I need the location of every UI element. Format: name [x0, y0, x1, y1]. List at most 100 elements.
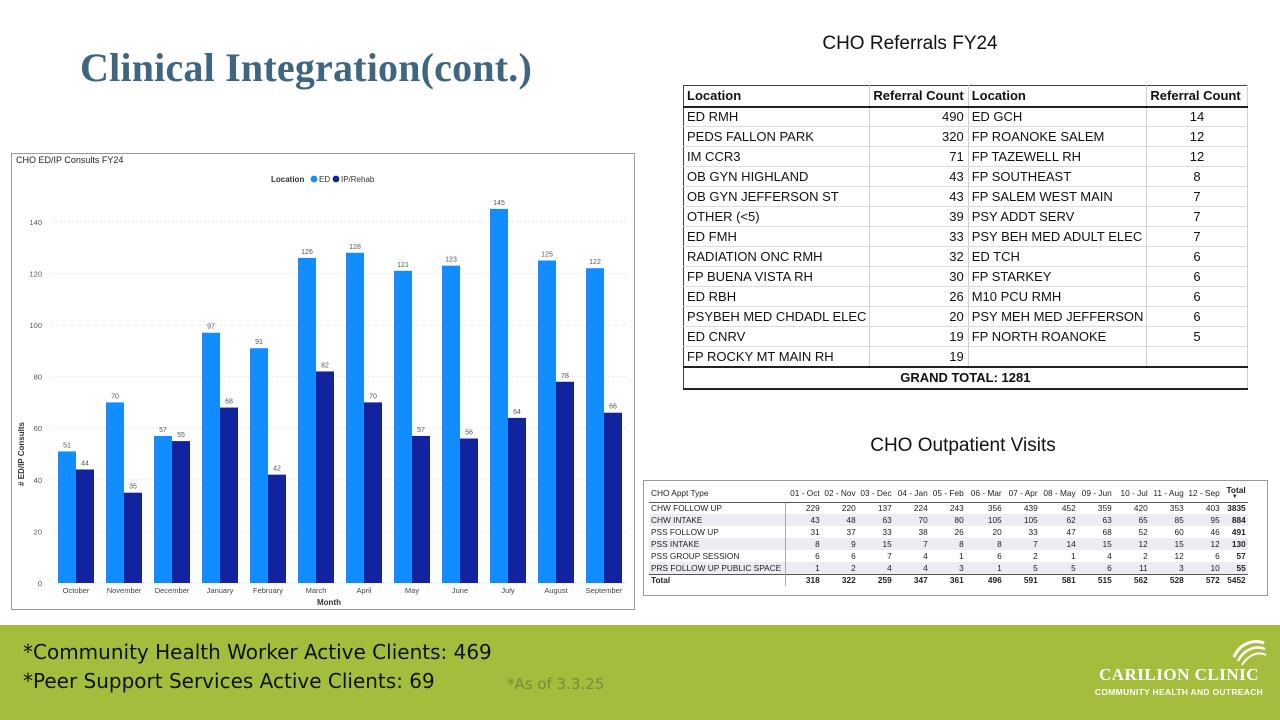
outpatient-title: CHO Outpatient Visits: [870, 435, 1056, 456]
op-header-month[interactable]: 02 - Nov: [821, 484, 858, 503]
pss-active-clients: *Peer Support Services Active Clients: 6…: [23, 669, 435, 693]
logo-swoosh-icon: [1232, 640, 1267, 666]
ip-rehab-bar[interactable]: [508, 417, 526, 583]
ip-rehab-bar[interactable]: [316, 371, 334, 583]
op-header-month[interactable]: 08 - May: [1039, 484, 1078, 503]
op-row-total: 491: [1231, 527, 1246, 537]
legend-title: Location: [271, 175, 304, 184]
ed-bar[interactable]: [586, 268, 604, 583]
header-count-left: Referral Count: [869, 85, 969, 108]
op-header-month[interactable]: 09 - Jun: [1077, 484, 1114, 503]
op-appt-type: PSS INTAKE: [649, 538, 787, 550]
op-cell: 62: [1039, 514, 1078, 526]
op-row: CHW FOLLOW UP 229 220 137 224 243 356 439 452 359…: [649, 502, 1248, 514]
ip-rehab-data-label: 35: [129, 484, 137, 491]
op-cell: 137: [877, 503, 892, 514]
op-header-month[interactable]: 01 - Oct: [785, 484, 822, 503]
chart-legend: Location ED IP/Rehab: [271, 175, 375, 184]
op-header-month[interactable]: 12 - Sep: [1185, 484, 1222, 503]
op-header-month[interactable]: 06 - Mar: [965, 484, 1004, 503]
op-header-month[interactable]: 03 - Dec: [857, 484, 894, 503]
op-cell: 10: [1185, 562, 1222, 574]
legend-ed-swatch: [310, 175, 318, 183]
referral-location: OB GYN HIGHLAND: [683, 166, 871, 187]
ip-rehab-bar[interactable]: [364, 402, 382, 583]
op-cell: 6: [815, 551, 820, 561]
ip-rehab-data-label: 56: [465, 430, 473, 437]
ed-bar[interactable]: [442, 265, 460, 583]
referral-count: 19: [869, 326, 969, 347]
referral-row: ED FMH 33 PSY BEH MED ADULT ELEC 7: [683, 226, 1248, 247]
referral-count: 12: [1146, 146, 1248, 167]
op-cell: 6: [1215, 551, 1220, 561]
consults-chart-panel: CHO ED/IP Consults FY24 Location ED IP/R…: [11, 153, 635, 610]
ed-data-label: 97: [207, 324, 215, 331]
op-header-month[interactable]: 10 - Jul: [1113, 484, 1150, 503]
op-header-label: 04 - Jan: [897, 487, 928, 498]
ed-bar[interactable]: [346, 252, 364, 583]
ed-bar[interactable]: [250, 348, 268, 583]
op-cell: 259: [857, 573, 894, 586]
ed-bar[interactable]: [394, 270, 412, 583]
op-header-month[interactable]: 07 - Apr: [1003, 484, 1040, 503]
ed-data-label: 145: [493, 200, 505, 207]
ip-rehab-bar[interactable]: [220, 407, 238, 583]
op-header-month[interactable]: 04 - Jan: [893, 484, 930, 503]
ed-bar[interactable]: [538, 260, 556, 584]
op-header-month[interactable]: 11 - Aug: [1149, 484, 1186, 503]
ip-rehab-bar[interactable]: [172, 441, 190, 583]
op-header-month[interactable]: 05 - Feb: [929, 484, 966, 503]
op-appt-type: CHW INTAKE: [649, 514, 787, 526]
op-cell: 70: [893, 514, 930, 526]
op-cell: 581: [1039, 573, 1078, 586]
ip-rehab-bar[interactable]: [268, 474, 286, 583]
op-cell: 8: [785, 538, 822, 550]
x-tick-label: March: [306, 586, 327, 595]
op-cell: 9: [821, 538, 858, 550]
referral-row: FP ROCKY MT MAIN RH 19: [683, 346, 1248, 367]
ip-rehab-bar[interactable]: [556, 381, 574, 583]
ip-rehab-data-label: 78: [561, 373, 569, 380]
ed-data-label: 123: [445, 257, 457, 264]
referral-location: ED FMH: [683, 226, 871, 247]
op-cell: 591: [1003, 573, 1040, 586]
ed-bar[interactable]: [490, 208, 508, 583]
ed-bar[interactable]: [154, 435, 172, 583]
ip-rehab-bar[interactable]: [604, 412, 622, 583]
ed-bar[interactable]: [202, 332, 220, 583]
op-appt-type: PSS GROUP SESSION: [649, 550, 787, 562]
ip-rehab-bar[interactable]: [460, 438, 478, 583]
ip-rehab-bar[interactable]: [124, 492, 142, 583]
ip-rehab-bar[interactable]: [412, 435, 430, 583]
ed-bar[interactable]: [58, 451, 76, 583]
referral-location: FP ROCKY MT MAIN RH: [683, 346, 871, 367]
sort-descending-icon[interactable]: ▼: [1231, 494, 1238, 501]
referral-location: ED CNRV: [683, 326, 871, 347]
ip-rehab-bar[interactable]: [76, 469, 94, 583]
y-axis-title: # ED/IP Consults: [17, 422, 26, 486]
op-header-appt-type[interactable]: CHO Appt Type: [649, 484, 786, 503]
op-cell: 80: [929, 514, 966, 526]
op-header-label: Total: [1226, 485, 1246, 496]
op-cell: 11: [1113, 562, 1150, 574]
brand-name: CARILION CLINIC: [1098, 665, 1260, 684]
op-cell: 2: [821, 562, 858, 574]
op-cell: 4: [893, 562, 930, 574]
ed-bar[interactable]: [298, 257, 316, 583]
op-cell: 2: [1143, 551, 1148, 561]
referral-count: 39: [869, 206, 969, 227]
op-header-month[interactable]: Total ▼: [1221, 484, 1248, 503]
x-tick-label: June: [452, 586, 468, 595]
referral-location: ED RMH: [683, 106, 871, 127]
referral-location: RADIATION ONC RMH: [683, 246, 871, 267]
op-cell: 452: [1061, 503, 1076, 514]
ed-bar[interactable]: [106, 402, 124, 583]
x-tick-label: April: [356, 586, 371, 595]
referral-count: 43: [869, 166, 969, 187]
ed-data-label: 57: [159, 427, 167, 434]
legend-ip-label: IP/Rehab: [341, 175, 375, 184]
op-cell: 3: [1149, 562, 1186, 574]
referral-row: PEDS FALLON PARK 320 FP ROANOKE SALEM 12: [683, 126, 1248, 147]
referral-row: IM CCR3 71 FP TAZEWELL RH 12: [683, 146, 1248, 167]
referrals-header-row: Location Referral Count Location Referra…: [683, 85, 1248, 108]
